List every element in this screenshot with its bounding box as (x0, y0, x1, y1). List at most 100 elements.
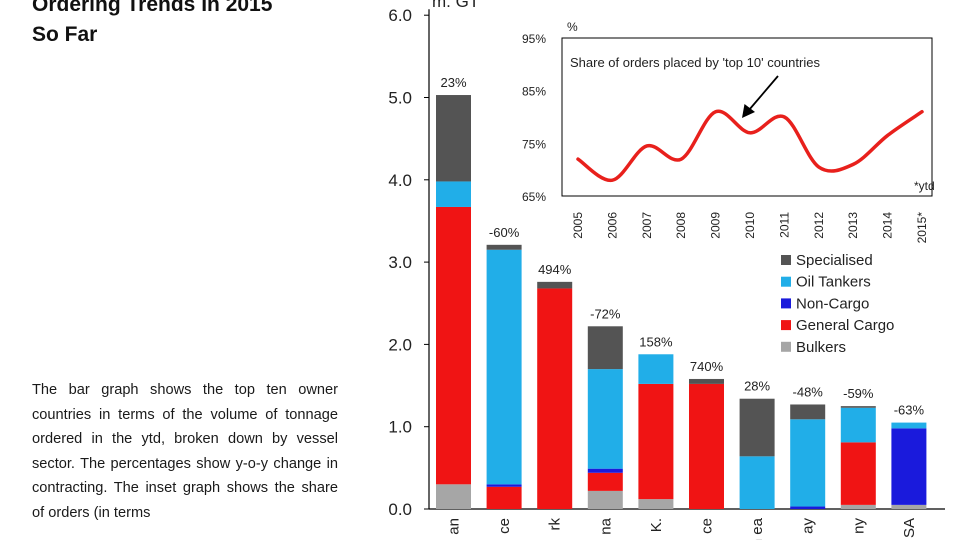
inset-series-line (576, 109, 924, 182)
inset-frame (561, 37, 933, 197)
inset-x-tick-label: 2005 (571, 212, 585, 239)
bar-segment-bulkers (638, 499, 674, 509)
change-label: -63% (894, 403, 925, 418)
inset-y-tick-label: 85% (522, 85, 546, 99)
bar-segment-non-cargo (790, 506, 826, 509)
inset-x-tick-label: 2011 (777, 212, 791, 238)
bar-segment-specialised (689, 378, 724, 384)
bar-segment-general-cargo (840, 442, 876, 505)
category-label: ce (699, 518, 716, 534)
category-label: th ea (749, 517, 766, 540)
bar-segment-general-cargo (486, 486, 522, 509)
category-label: na (597, 517, 614, 534)
inset-x-tick-label: 2013 (846, 212, 860, 239)
y-tick-label: 1.0 (388, 418, 412, 437)
annotation-arrow-shaft (748, 75, 779, 111)
category-label: ny (850, 518, 867, 534)
legend-swatch (781, 276, 791, 287)
change-label: -72% (590, 306, 621, 321)
chart-heading: Ordering Trends In 2015 So Far (32, 0, 362, 50)
y-tick-label: 3.0 (388, 253, 412, 272)
inset-y-tick-label: 75% (522, 137, 546, 151)
bar-segment-oil-tankers (891, 422, 927, 429)
heading-line-1: Ordering Trends In 2015 (32, 0, 273, 16)
inset-x-tick-label: 2014 (881, 212, 895, 239)
change-label: 23% (440, 75, 466, 90)
legend-swatch (781, 341, 791, 352)
inset-x-tick-label: 2007 (640, 212, 654, 239)
bar-segment-bulkers (840, 504, 876, 509)
inset-x-tick-label: 2006 (605, 212, 619, 239)
y-axis-label: m. GT (432, 0, 479, 11)
bar-segment-general-cargo (537, 288, 573, 509)
main-chart-axes: 0.0 1.0 2.0 3.0 4.0 5.0 6.0 m. GT (388, 0, 945, 519)
inset-chart: 65% 75% 85% 95%% Share of orders placed by '… (522, 20, 935, 243)
bar-segment-general-cargo (436, 206, 471, 485)
change-label: -60% (489, 225, 520, 240)
change-label: 740% (690, 359, 724, 374)
bar-segment-specialised (790, 404, 826, 420)
bar-segment-general-cargo (587, 472, 623, 491)
y-tick-label: 6.0 (388, 6, 412, 25)
y-tick-label: 5.0 (388, 89, 412, 108)
bar-segment-specialised (739, 398, 775, 457)
inset-x-tick-label: 2010 (743, 212, 757, 239)
legend-swatch (781, 320, 791, 331)
legend-swatch (781, 298, 791, 309)
category-label: an (446, 518, 463, 535)
bar-segment-specialised (537, 281, 573, 289)
y-tick-label: 4.0 (388, 171, 412, 190)
bar-segment-bulkers (436, 484, 471, 509)
inset-x-tick-label: 2009 (709, 212, 723, 239)
y-tick-label: 2.0 (388, 335, 412, 354)
category-label: SA (901, 518, 918, 538)
y-tick-label: 0.0 (388, 500, 412, 519)
bar-segment-non-cargo (486, 484, 522, 487)
heading-line-2: So Far (32, 23, 98, 46)
change-label: 158% (639, 334, 673, 349)
change-label: 494% (538, 262, 572, 277)
bar-segment-oil-tankers (739, 456, 775, 509)
inset-y-axis-label: % (567, 20, 578, 34)
bar-labels: 23% an -60% ce 494% rk -72% na 158% K. 740% ce 28% th… (440, 75, 924, 540)
change-label: 28% (744, 379, 770, 394)
inset-x-tick-label: 2008 (674, 212, 688, 239)
bar-segment-bulkers (891, 504, 927, 509)
inset-x-tick-label: 2015* (915, 212, 929, 244)
inset-note: *ytd (914, 179, 935, 193)
legend-label: Oil Tankers (796, 274, 871, 291)
chart-legend: Specialised Oil Tankers Non-Cargo General C… (781, 252, 894, 356)
bar-segment-oil-tankers (638, 354, 674, 384)
bar-segment-general-cargo (689, 383, 724, 509)
bar-segment-specialised (486, 244, 522, 250)
annotation-arrow-head (742, 104, 755, 118)
legend-swatch (781, 255, 791, 265)
bar-segment-oil-tankers (790, 419, 826, 507)
legend-label: Specialised (796, 252, 873, 269)
category-label: K. (648, 518, 665, 532)
category-label: ay (800, 518, 817, 534)
bar-segment-non-cargo (587, 468, 623, 473)
legend-label: Bulkers (796, 339, 846, 356)
legend-label: General Cargo (796, 317, 894, 334)
bar-segment-oil-tankers (436, 181, 471, 207)
bar-segment-general-cargo (638, 383, 674, 500)
bar-stacks (436, 95, 927, 509)
bar-segment-non-cargo (891, 428, 927, 505)
category-label: rk (547, 518, 564, 531)
inset-title: Share of orders placed by 'top 10' count… (570, 55, 820, 70)
bar-segment-specialised (587, 326, 623, 370)
chart-description: The bar graph shows the top ten owner co… (32, 382, 338, 521)
bar-segment-oil-tankers (587, 369, 623, 469)
legend-label: Non-Cargo (796, 295, 869, 312)
bar-segment-specialised (840, 406, 876, 408)
bar-segment-oil-tankers (840, 407, 876, 443)
change-label: -48% (793, 384, 824, 399)
inset-y-tick-label: 95% (522, 32, 546, 46)
change-label: -59% (843, 386, 874, 401)
category-label: ce (496, 518, 513, 534)
bar-segment-specialised (436, 95, 471, 182)
inset-y-tick-label: 65% (522, 190, 546, 204)
inset-x-tick-label: 2012 (812, 212, 826, 239)
